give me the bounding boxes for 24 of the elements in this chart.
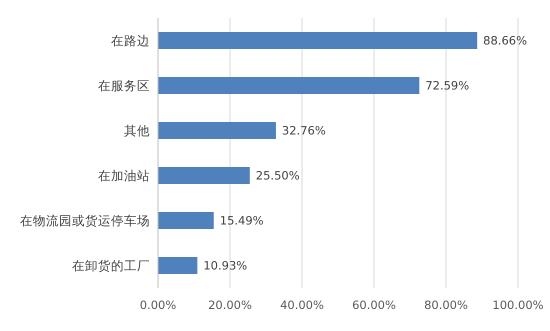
data-label: 72.59% [425,78,470,92]
x-tick-label: 40.00% [280,298,324,312]
bar [158,257,198,274]
y-tick-label: 在加油站 [98,168,150,183]
bar [158,167,250,184]
y-tick-label: 其他 [124,123,150,138]
y-tick-label: 在卸货的工厂 [72,258,150,273]
bar [158,77,420,94]
bar [158,122,276,139]
x-tick-label: 80.00% [424,298,468,312]
x-tick-label: 20.00% [208,298,252,312]
x-tick-label: 60.00% [352,298,396,312]
x-tick-label: 0.00% [140,298,176,312]
data-label: 25.50% [256,168,300,182]
bar [158,32,478,49]
data-label: 10.93% [203,258,248,272]
data-label: 15.49% [220,214,264,228]
y-tick-label: 在路边 [111,33,150,48]
bar [158,212,214,229]
data-label: 32.76% [282,124,326,138]
y-tick-label: 在物流园或货运停车场 [20,213,150,228]
data-label: 88.66% [483,34,528,48]
y-tick-label: 在服务区 [98,78,150,93]
x-tick-label: 100.00% [492,298,544,312]
